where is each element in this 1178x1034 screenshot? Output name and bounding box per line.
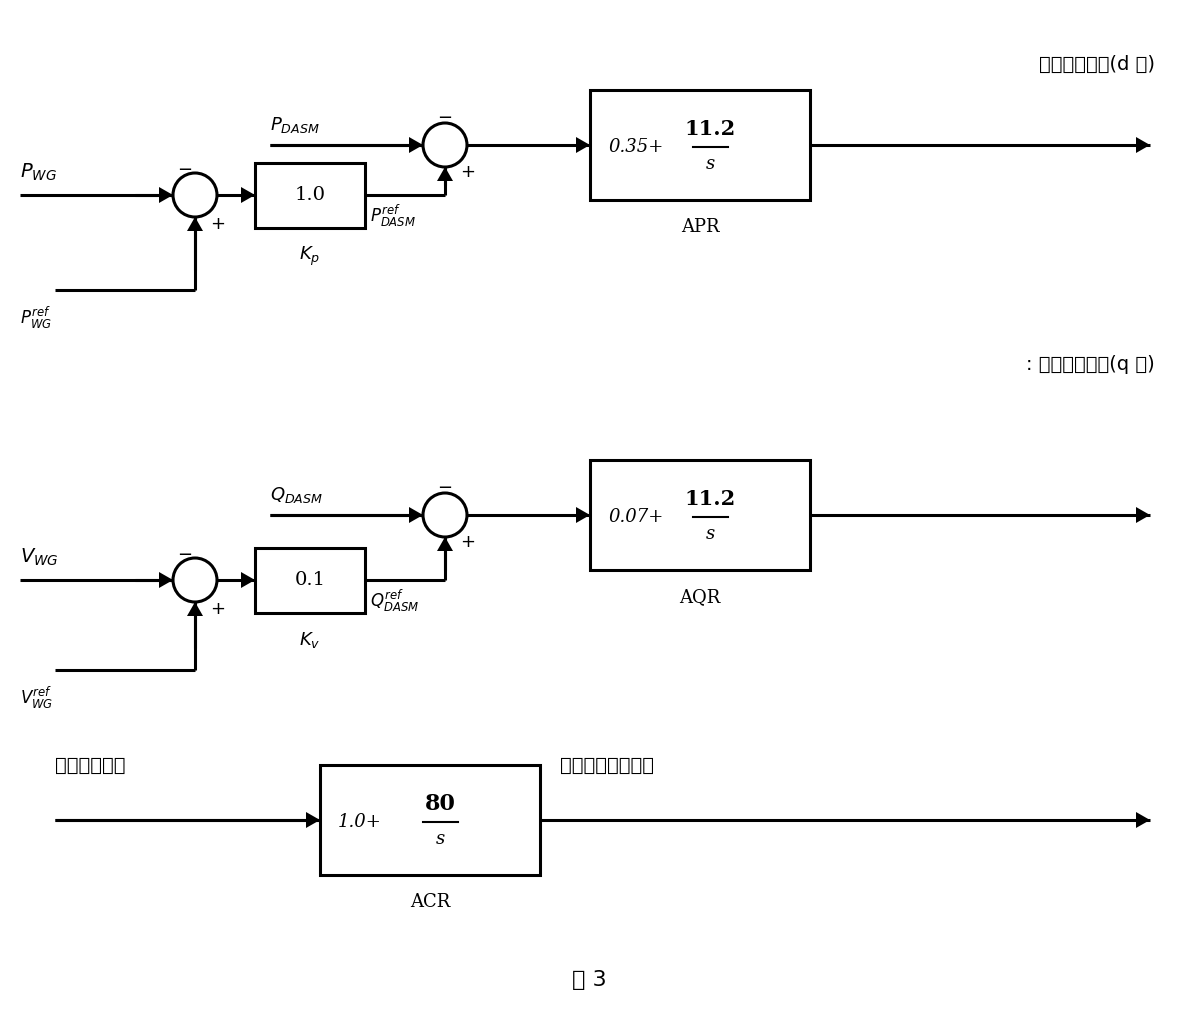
Text: s: s <box>706 155 715 173</box>
Text: $P^{ref}_{DASM}$: $P^{ref}_{DASM}$ <box>370 203 416 230</box>
Text: $+$: $+$ <box>210 215 225 233</box>
Text: $K_p$: $K_p$ <box>299 245 320 268</box>
Polygon shape <box>1136 812 1150 828</box>
Polygon shape <box>187 217 203 231</box>
Text: $+$: $+$ <box>210 600 225 618</box>
Bar <box>320 765 540 875</box>
Text: 图 3: 图 3 <box>571 970 607 990</box>
Text: 11.2: 11.2 <box>684 119 735 139</box>
Text: $V^{ref}_{WG}$: $V^{ref}_{WG}$ <box>20 685 53 711</box>
Polygon shape <box>241 572 254 588</box>
Polygon shape <box>159 187 173 203</box>
Text: $P_{DASM}$: $P_{DASM}$ <box>270 115 319 135</box>
Polygon shape <box>576 136 590 153</box>
Polygon shape <box>409 136 423 153</box>
Text: 期望转子电流(d 轴): 期望转子电流(d 轴) <box>1039 55 1154 74</box>
Bar <box>254 162 365 227</box>
Text: 二次励磁电压信号: 二次励磁电压信号 <box>560 756 654 776</box>
Text: 80: 80 <box>424 793 456 815</box>
Text: 0.07+: 0.07+ <box>608 508 663 526</box>
Text: 1.0: 1.0 <box>294 186 325 204</box>
Polygon shape <box>306 812 320 828</box>
Polygon shape <box>576 507 590 523</box>
Text: s: s <box>706 525 715 543</box>
Text: : 期望转子电流(q 轴): : 期望转子电流(q 轴) <box>1026 355 1154 374</box>
Text: $V_{WG}$: $V_{WG}$ <box>20 547 59 568</box>
Text: 11.2: 11.2 <box>684 489 735 509</box>
Polygon shape <box>409 507 423 523</box>
Bar <box>590 90 810 200</box>
Polygon shape <box>1136 507 1150 523</box>
Bar <box>254 547 365 612</box>
Polygon shape <box>187 602 203 616</box>
Polygon shape <box>1136 136 1150 153</box>
Text: $Q^{ref}_{DASM}$: $Q^{ref}_{DASM}$ <box>370 588 419 614</box>
Bar <box>590 460 810 570</box>
Text: $-$: $-$ <box>178 159 192 177</box>
Text: $Q_{DASM}$: $Q_{DASM}$ <box>270 485 323 505</box>
Text: $+$: $+$ <box>459 163 475 181</box>
Text: ACR: ACR <box>410 893 450 911</box>
Text: AQR: AQR <box>680 588 721 606</box>
Text: $P^{ref}_{WG}$: $P^{ref}_{WG}$ <box>20 305 52 331</box>
Text: 0.1: 0.1 <box>294 571 325 589</box>
Polygon shape <box>437 537 454 551</box>
Text: $K_v$: $K_v$ <box>299 630 320 650</box>
Text: $-$: $-$ <box>437 107 452 125</box>
Polygon shape <box>159 572 173 588</box>
Text: $-$: $-$ <box>437 477 452 495</box>
Polygon shape <box>437 168 454 181</box>
Text: 0.35+: 0.35+ <box>608 138 663 156</box>
Polygon shape <box>241 187 254 203</box>
Text: $P_{WG}$: $P_{WG}$ <box>20 161 57 183</box>
Text: 1.0+: 1.0+ <box>338 813 382 831</box>
Text: $+$: $+$ <box>459 533 475 551</box>
Text: $-$: $-$ <box>178 544 192 562</box>
Text: 转子电流偏差: 转子电流偏差 <box>55 756 126 776</box>
Text: s: s <box>436 830 444 848</box>
Text: APR: APR <box>681 218 720 236</box>
